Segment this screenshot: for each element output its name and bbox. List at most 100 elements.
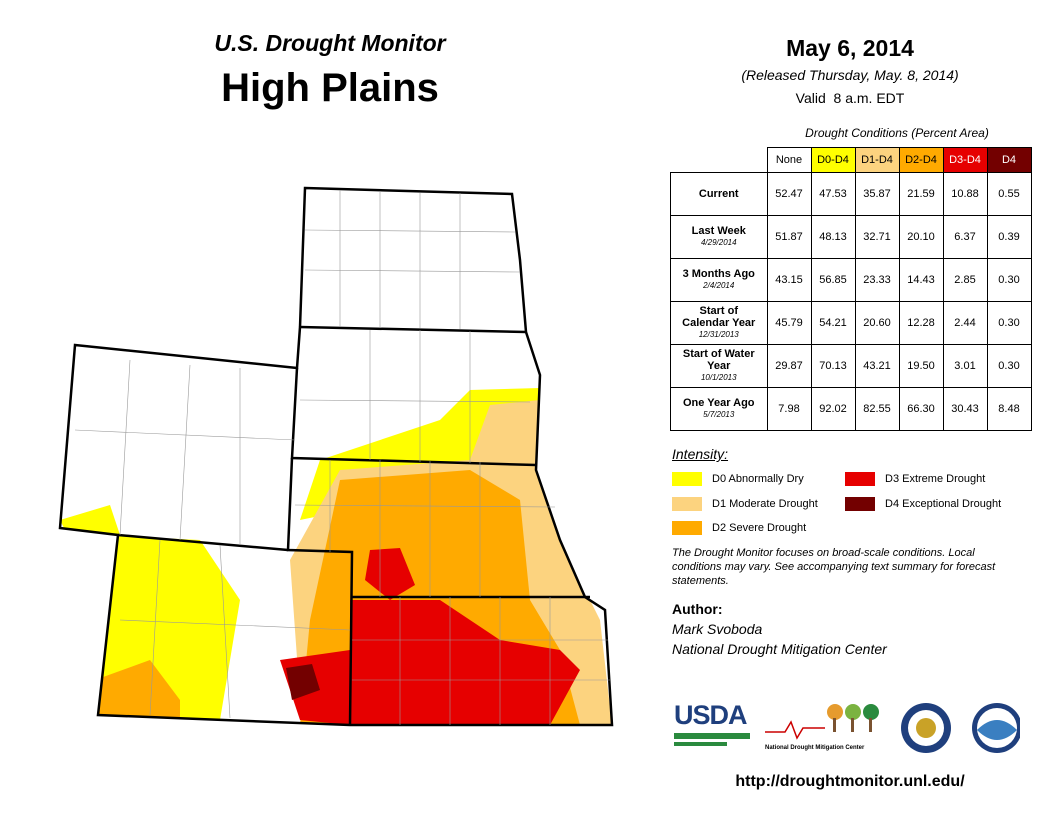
- cell: 10.88: [942, 171, 988, 216]
- cell: 45.79: [766, 300, 812, 345]
- cell: 23.33: [854, 257, 900, 302]
- legend-label: D4 Exceptional Drought: [885, 498, 1002, 510]
- author-name: Mark Svoboda: [672, 621, 763, 637]
- cell: 12.28: [898, 300, 944, 345]
- row-date: 2/4/2014: [703, 280, 735, 290]
- cell: 21.59: [898, 171, 944, 216]
- cell: 0.55: [986, 171, 1032, 216]
- column-header: D3-D4: [942, 147, 988, 173]
- drought-area: [350, 600, 580, 725]
- cell: 2.44: [942, 300, 988, 345]
- row-label: Start of Water Year 10/1/2013: [670, 343, 768, 388]
- row-name: Start of Calendar Year: [682, 304, 756, 329]
- cell: 8.48: [986, 386, 1032, 431]
- released: (Released Thursday, May. 8, 2014): [741, 67, 959, 83]
- date: May 6, 2014: [786, 35, 914, 61]
- valid: Valid 8 a.m. EDT: [795, 90, 905, 106]
- cell: 54.21: [810, 300, 856, 345]
- row-name: Start of Water Year: [682, 347, 755, 372]
- row-label: Current: [670, 171, 768, 216]
- legend-swatch: [672, 497, 702, 511]
- product-title: U.S. Drought Monitor: [214, 30, 446, 56]
- cell: 47.53: [810, 171, 856, 216]
- legend-swatch: [672, 521, 702, 535]
- drought-area: [95, 660, 180, 725]
- cell: 32.71: [854, 214, 900, 259]
- cell: 19.50: [898, 343, 944, 388]
- cell: 52.47: [766, 171, 812, 216]
- ndmc-logo: National Drought Mitigation Center: [765, 700, 885, 752]
- row-name: 3 Months Ago: [682, 267, 755, 280]
- legend-swatch: [845, 472, 875, 486]
- column-header: D0-D4: [810, 147, 856, 173]
- row-label: 3 Months Ago 2/4/2014: [670, 257, 768, 302]
- table-caption: Drought Conditions (Percent Area): [805, 126, 989, 140]
- row-label: Start of Calendar Year 12/31/2013: [670, 300, 768, 345]
- author-org: National Drought Mitigation Center: [672, 641, 887, 657]
- drought-area: [286, 664, 320, 700]
- row: One Year Ago 5/7/2013 7.98 92.02 82.55 66.30 3…: [670, 386, 1032, 431]
- column-header: D2-D4: [898, 147, 944, 173]
- column-header: D4: [986, 147, 1032, 173]
- cell: 56.85: [810, 257, 856, 302]
- row-date: 12/31/2013: [698, 329, 739, 339]
- cell: 0.30: [986, 257, 1032, 302]
- cell: 3.01: [942, 343, 988, 388]
- cell: 92.02: [810, 386, 856, 431]
- row-date: 10/1/2013: [700, 372, 737, 382]
- row-date: 4/29/2014: [700, 237, 737, 247]
- legend-swatch: [845, 497, 875, 511]
- row: 3 Months Ago 2/4/2014 43.15 56.85 23.33 14.43…: [670, 257, 1032, 302]
- legend-swatch: [672, 472, 702, 486]
- column-header: None: [766, 147, 812, 173]
- row-name: Current: [698, 187, 739, 200]
- row-label: Last Week 4/29/2014: [670, 214, 768, 259]
- cell: 6.37: [942, 214, 988, 259]
- cell: 43.15: [766, 257, 812, 302]
- cell: 0.30: [986, 343, 1032, 388]
- cell: 14.43: [898, 257, 944, 302]
- cell: 2.85: [942, 257, 988, 302]
- row-date: 5/7/2013: [703, 409, 735, 419]
- legend-label: D2 Severe Drought: [712, 522, 807, 534]
- column-header: D1-D4: [854, 147, 900, 173]
- usda-text: USDA: [674, 700, 748, 730]
- cell: 7.98: [766, 386, 812, 431]
- author-heading: Author:: [672, 601, 723, 617]
- row: Last Week 4/29/2014 51.87 48.13 32.71 20.10 6.…: [670, 214, 1032, 259]
- drought-area: [365, 548, 415, 600]
- cell: 20.60: [854, 300, 900, 345]
- row-label: One Year Ago 5/7/2013: [670, 386, 768, 431]
- cell: 35.87: [854, 171, 900, 216]
- legend-label: D1 Moderate Drought: [712, 498, 818, 510]
- cell: 82.55: [854, 386, 900, 431]
- cell: 0.39: [986, 214, 1032, 259]
- cell: 0.30: [986, 300, 1032, 345]
- note: The Drought Monitor focuses on broad-sca…: [672, 547, 996, 587]
- cell: 20.10: [898, 214, 944, 259]
- cell: 30.43: [942, 386, 988, 431]
- legend-title: Intensity:: [672, 446, 729, 462]
- agency-seals: [901, 703, 1020, 753]
- row-name: One Year Ago: [682, 396, 755, 409]
- row: Start of Calendar Year 12/31/2013 45.79 54.…: [670, 300, 1032, 345]
- corner: [671, 148, 768, 173]
- ndmc-text: National Drought Mitigation Center: [765, 745, 865, 751]
- legend-label: D3 Extreme Drought: [885, 473, 986, 485]
- usda-logo: USDA: [674, 700, 750, 752]
- ndmc-graphic: [765, 704, 879, 740]
- cell: 48.13: [810, 214, 856, 259]
- legend-label: D0 Abnormally Dry: [712, 473, 804, 485]
- url[interactable]: http://droughtmonitor.unl.edu/: [735, 773, 965, 790]
- conditions-table: None D0-D4 D1-D4 D2-D4 D3-D4 D4 Current 52.47 47…: [670, 147, 1032, 431]
- cell: 51.87: [766, 214, 812, 259]
- region-title: High Plains: [221, 66, 439, 110]
- map: [58, 186, 614, 727]
- cell: 43.21: [854, 343, 900, 388]
- row: Start of Water Year 10/1/2013 29.87 70.13 43…: [670, 343, 1032, 388]
- header-row: None D0-D4 D1-D4 D2-D4 D3-D4 D4: [671, 147, 1032, 173]
- cell: 66.30: [898, 386, 944, 431]
- row-name: Last Week: [691, 224, 746, 237]
- row: Current 52.47 47.53 35.87 21.59 10.88 0.55: [670, 171, 1032, 216]
